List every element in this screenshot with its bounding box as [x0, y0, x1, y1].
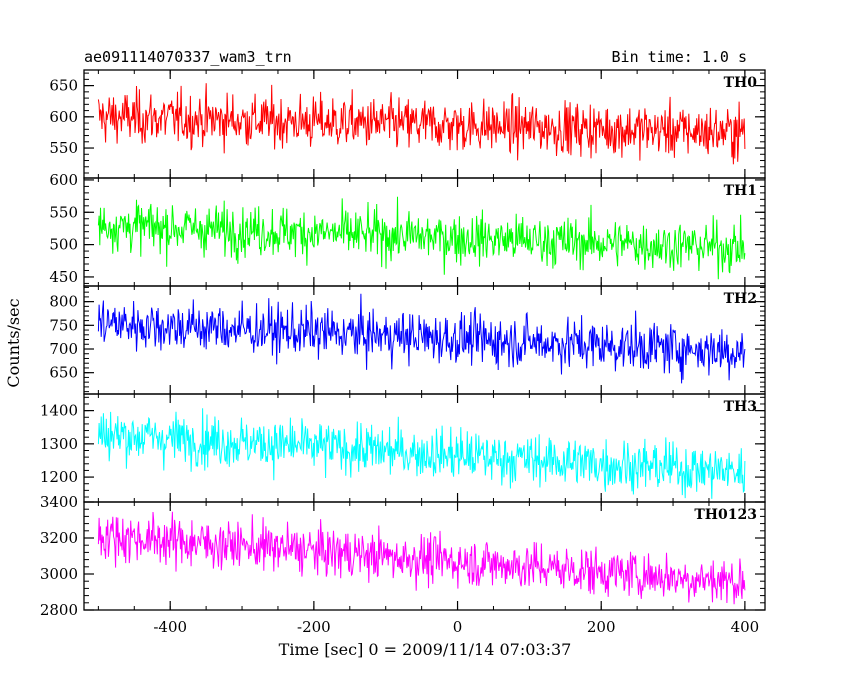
y-tick-label: 700 [49, 340, 78, 358]
panel-label-th0: TH0 [724, 75, 758, 91]
panel-frame [83, 501, 766, 611]
panel-th0123: 2800 3000 3200 3400 TH0123 [40, 493, 766, 619]
chart-title: ae091114070337_wam3_trn [84, 48, 292, 66]
x-tick-label: -400 [153, 618, 187, 636]
y-tick-label: 3000 [40, 565, 78, 583]
panel-th1: 450 500 550 600 TH1 [49, 171, 766, 287]
y-tick-label: 450 [49, 268, 78, 286]
y-tick-label: 600 [49, 108, 78, 126]
panels-group: 550 600 650 TH0 450 500 550 600 TH1 650 700 750 800 T… [40, 69, 766, 619]
x-tick-label: 400 [731, 618, 760, 636]
y-tick-label: 650 [49, 364, 78, 382]
series-line-th3 [97, 408, 746, 499]
y-tick-label: 2800 [40, 601, 78, 619]
series-line-th0123 [97, 511, 746, 605]
panel-th3: 1200 1300 1400 TH3 [40, 393, 766, 503]
y-tick-label: 1200 [40, 468, 78, 486]
panel-label-th3: TH3 [724, 399, 757, 415]
series-line-th2 [97, 293, 746, 384]
y-tick-label: 3400 [40, 493, 78, 511]
y-tick-label: 550 [49, 203, 78, 221]
series-line-th1 [97, 196, 746, 280]
panel-label-th2: TH2 [724, 291, 757, 307]
chart-subtitle: Bin time: 1.0 s [612, 48, 747, 66]
x-tick-label: -200 [297, 618, 331, 636]
y-tick-label: 550 [49, 139, 78, 157]
y-tick-label: 3200 [40, 529, 78, 547]
y-tick-label: 650 [49, 77, 78, 95]
y-tick-label: 600 [49, 171, 78, 189]
y-axis-label: Counts/sec [4, 298, 23, 387]
y-tick-label: 500 [49, 236, 78, 254]
y-tick-label: 800 [49, 293, 78, 311]
y-tick-label: 750 [49, 316, 78, 334]
panel-frame [83, 177, 766, 287]
series-line-th0 [97, 83, 746, 165]
x-axis: -400 -200 0 200 400 [153, 618, 759, 636]
x-axis-label: Time [sec] 0 = 2009/11/14 07:03:37 [279, 640, 572, 659]
x-tick-label: 0 [453, 618, 463, 636]
panel-label-th0123: TH0123 [694, 507, 757, 523]
panel-label-th1: TH1 [724, 183, 757, 199]
x-tick-label: 200 [587, 618, 616, 636]
panel-th0: 550 600 650 TH0 [49, 69, 766, 179]
y-tick-label: 1400 [40, 402, 78, 420]
y-tick-label: 1300 [40, 435, 78, 453]
panel-th2: 650 700 750 800 TH2 [49, 285, 766, 395]
